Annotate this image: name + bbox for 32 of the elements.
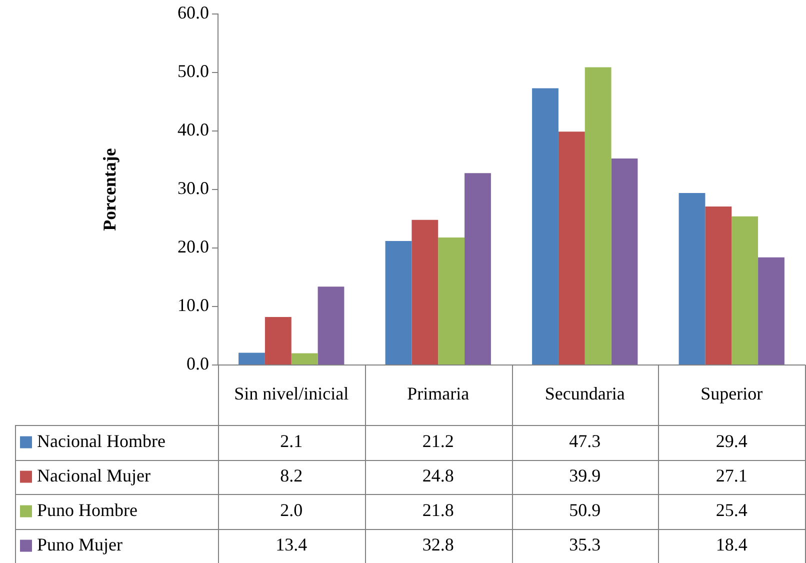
data-label: 32.8 [422,534,454,554]
data-label: 35.3 [569,534,601,554]
data-label: 21.2 [422,430,454,451]
data-label: 18.4 [716,534,748,554]
data-label: 39.9 [569,465,601,486]
x-tick-label: Superior [700,384,763,404]
x-tick-label: Sin nivel/inicial [234,384,349,404]
data-label: 2.0 [280,500,303,520]
data-label: 47.3 [569,430,601,451]
legend-label: Puno Mujer [37,534,123,554]
x-tick-label: Secundaria [544,384,625,404]
x-tick-label: Primaria [407,384,470,404]
data-label: 24.8 [422,465,454,486]
data-label: 25.4 [716,500,748,520]
y-tick-label: 0.0 [186,354,209,374]
y-tick-label: 20.0 [178,236,209,257]
data-label: 29.4 [716,430,748,451]
y-axis-title: Porcentaje [99,148,120,231]
y-tick-label: 60.0 [178,2,209,23]
legend-label: Nacional Hombre [37,430,166,451]
y-tick-label: 10.0 [178,295,209,316]
data-label: 13.4 [276,534,308,554]
data-label: 50.9 [569,500,601,520]
y-tick-label: 40.0 [178,120,209,140]
data-label: 21.8 [422,500,454,520]
data-label: 8.2 [280,465,303,486]
data-label: 27.1 [716,465,748,486]
y-tick-label: 50.0 [178,61,209,82]
legend-label: Nacional Mujer [37,465,150,486]
data-label: 2.1 [280,430,303,451]
legend-label: Puno Hombre [37,500,138,520]
y-tick-label: 30.0 [178,178,209,198]
